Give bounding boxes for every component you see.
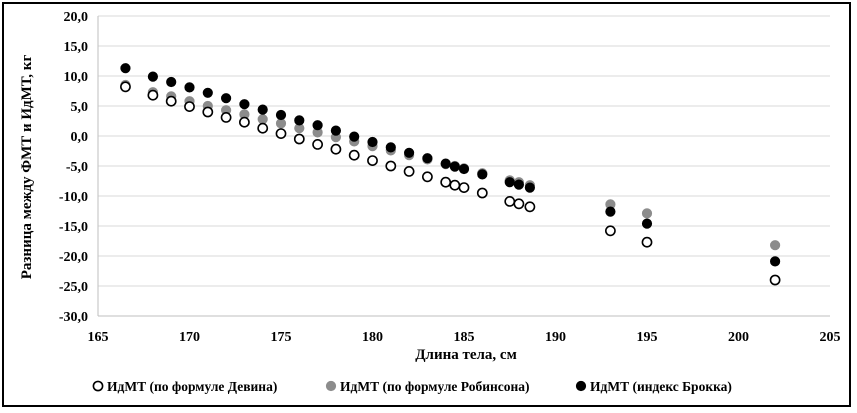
data-point-hollow <box>476 187 488 199</box>
x-tick-label: 195 <box>637 330 658 345</box>
data-point-black <box>120 63 131 74</box>
x-tick-label: 170 <box>179 330 200 345</box>
data-point-black <box>477 169 488 180</box>
data-point-hollow <box>385 160 397 172</box>
data-point-hollow <box>165 95 177 107</box>
data-point-hollow <box>769 274 781 286</box>
data-point-hollow <box>147 89 159 101</box>
y-tick-label: -20,0 <box>59 250 88 265</box>
data-point-black <box>524 182 535 193</box>
data-point-hollow <box>120 81 131 93</box>
data-point-hollow <box>348 149 360 161</box>
data-point-black <box>166 76 177 88</box>
data-points <box>120 63 781 286</box>
x-tick-label: 190 <box>545 330 566 345</box>
data-point-hollow <box>293 133 305 145</box>
legend-marker <box>575 380 587 392</box>
data-point-black <box>449 161 460 172</box>
data-point-hollow <box>513 198 525 210</box>
x-axis-title: Длина тела, см <box>415 347 517 363</box>
x-tick-label: 205 <box>820 330 841 345</box>
x-tick-label: 175 <box>271 330 292 345</box>
data-point-black <box>404 147 415 158</box>
data-point-hollow <box>202 106 214 118</box>
data-point-black <box>367 136 378 148</box>
y-tick-label: -25,0 <box>59 280 88 295</box>
data-point-black <box>641 218 653 229</box>
legend-label: ИдМТ (по формуле Робинсона) <box>340 379 530 394</box>
data-point-hollow <box>440 176 452 188</box>
data-point-hollow <box>524 201 536 213</box>
y-tick-label: -30,0 <box>59 310 88 325</box>
y-tick-label: 0,0 <box>71 130 89 145</box>
legend-marker <box>325 380 337 392</box>
data-point-black <box>147 71 158 82</box>
x-tick-label: 200 <box>728 330 749 345</box>
data-point-black <box>605 206 616 217</box>
data-point-hollow <box>312 138 323 150</box>
data-point-black <box>440 158 451 169</box>
y-tick-label: 10,0 <box>64 70 89 85</box>
legend-label: ИдМТ (по формуле Девина) <box>107 379 277 394</box>
data-point-black <box>239 99 250 110</box>
y-tick-label: -5,0 <box>66 160 88 175</box>
data-point-gray <box>641 208 653 219</box>
x-tick-label: 185 <box>454 330 475 345</box>
data-point-hollow <box>238 116 250 128</box>
data-point-gray <box>770 240 781 251</box>
data-point-hollow <box>403 165 415 177</box>
legend-marker <box>92 380 104 392</box>
x-tick-labels: 165 170 175 180 185 190 195 200 205 <box>88 330 841 345</box>
data-point-hollow <box>421 171 433 183</box>
data-point-black <box>275 109 287 121</box>
chart-frame <box>2 2 851 407</box>
data-point-black <box>513 179 525 190</box>
data-point-hollow <box>367 155 378 166</box>
data-point-gray <box>257 114 268 125</box>
data-point-black <box>349 131 360 142</box>
data-point-hollow <box>504 195 516 207</box>
data-point-black <box>294 115 305 126</box>
data-point-hollow <box>220 112 232 123</box>
data-point-black <box>330 125 341 136</box>
data-point-black <box>385 142 396 153</box>
data-point-black <box>422 153 433 164</box>
y-axis-title: Разница между ФМТ и ИдМТ, кг <box>19 55 35 280</box>
y-tick-label: -15,0 <box>59 220 88 235</box>
data-point-black <box>312 120 323 131</box>
data-point-hollow <box>330 143 342 155</box>
axes <box>97 16 830 317</box>
x-tick-label: 165 <box>88 330 109 345</box>
data-point-hollow <box>458 182 470 193</box>
legend: ИдМТ (по формуле Девина) ИдМТ (по формуле… <box>92 379 732 394</box>
x-tick-label: 180 <box>362 330 383 345</box>
data-point-black <box>504 177 515 188</box>
data-point-black <box>770 256 781 267</box>
data-point-hollow <box>641 236 653 248</box>
data-point-hollow <box>449 179 461 191</box>
y-tick-label: 5,0 <box>71 100 89 115</box>
data-point-black <box>202 87 213 98</box>
data-point-black <box>184 82 195 93</box>
gridlines <box>98 15 830 317</box>
y-tick-label: 15,0 <box>64 40 89 55</box>
y-tick-labels: 20,0 15,0 10,0 5,0 0,0 -5,0 -10,0 -15,0 -20,0 -25… <box>59 10 88 325</box>
data-point-hollow <box>275 128 287 139</box>
data-point-gray <box>275 118 287 129</box>
y-tick-label: -10,0 <box>59 190 88 205</box>
data-point-hollow <box>605 225 616 237</box>
y-tick-label: 20,0 <box>64 10 89 25</box>
data-point-black <box>221 93 232 104</box>
data-point-hollow <box>257 122 269 134</box>
data-point-black <box>458 163 470 175</box>
data-point-hollow <box>184 101 195 112</box>
legend-label: ИдМТ (индекс Брокка) <box>590 379 732 394</box>
data-point-black <box>257 104 268 115</box>
